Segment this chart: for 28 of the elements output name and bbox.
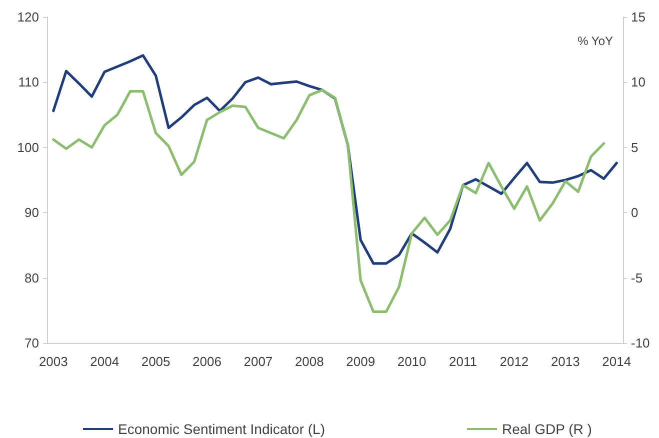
y2-tick-label: -10 — [631, 336, 650, 350]
x-tick-label: 2007 — [244, 354, 273, 369]
y-tick-label: 100 — [17, 140, 39, 155]
x-tick-label: 2014 — [602, 354, 632, 369]
y2-axis-title: % YoY — [578, 34, 613, 48]
x-tick-label: 2004 — [90, 354, 120, 369]
line-series — [52, 88, 606, 314]
y2-tick-label: 10 — [631, 74, 646, 90]
x-tick-label: 2005 — [141, 354, 170, 369]
x-tick-label: 2010 — [397, 354, 426, 369]
x-tick-label: 2012 — [500, 354, 529, 369]
y2-tick-label: -5 — [631, 270, 643, 286]
x-tick-label: 2008 — [294, 354, 324, 369]
y-tick-label: 120 — [17, 10, 39, 24]
x-tick-label: 2011 — [449, 354, 477, 369]
x-tick-label: 2013 — [550, 354, 580, 369]
y-tick-label: 80 — [24, 270, 39, 286]
x-tick-label: 2006 — [192, 354, 222, 369]
y-tick-label: 90 — [24, 205, 39, 220]
legend-label: Economic Sentiment Indicator (L) — [118, 421, 325, 437]
x-tick-label: 2009 — [346, 354, 376, 369]
y2-tick-label: 15 — [631, 10, 646, 24]
legend-label: Real GDP (R ) — [502, 421, 592, 437]
y2-tick-label: 5 — [631, 140, 638, 155]
y-tick-label: 70 — [24, 336, 39, 350]
y-tick-label: 110 — [18, 74, 39, 90]
x-tick-label: 2003 — [38, 354, 68, 369]
y2-tick-label: 0 — [631, 205, 638, 220]
